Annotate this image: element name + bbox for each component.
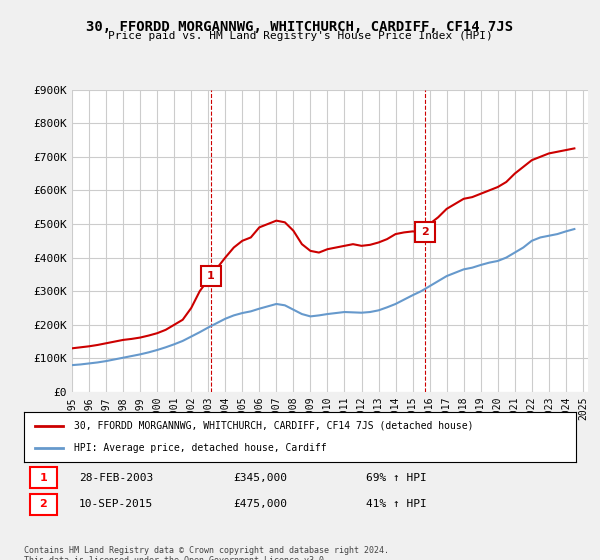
Text: 69% ↑ HPI: 69% ↑ HPI [366, 473, 427, 483]
Text: 2: 2 [40, 500, 47, 510]
Text: £475,000: £475,000 [234, 500, 288, 510]
Text: £345,000: £345,000 [234, 473, 288, 483]
FancyBboxPatch shape [29, 467, 57, 488]
Text: 10-SEP-2015: 10-SEP-2015 [79, 500, 154, 510]
Text: 2: 2 [421, 227, 428, 237]
Text: 30, FFORDD MORGANNWG, WHITCHURCH, CARDIFF, CF14 7JS (detached house): 30, FFORDD MORGANNWG, WHITCHURCH, CARDIF… [74, 421, 473, 431]
Text: 41% ↑ HPI: 41% ↑ HPI [366, 500, 427, 510]
Text: Price paid vs. HM Land Registry's House Price Index (HPI): Price paid vs. HM Land Registry's House … [107, 31, 493, 41]
Text: 30, FFORDD MORGANNWG, WHITCHURCH, CARDIFF, CF14 7JS: 30, FFORDD MORGANNWG, WHITCHURCH, CARDIF… [86, 20, 514, 34]
Text: HPI: Average price, detached house, Cardiff: HPI: Average price, detached house, Card… [74, 443, 326, 453]
Text: 1: 1 [40, 473, 47, 483]
FancyBboxPatch shape [29, 494, 57, 515]
Text: 28-FEB-2003: 28-FEB-2003 [79, 473, 154, 483]
Text: 1: 1 [207, 271, 215, 281]
Text: Contains HM Land Registry data © Crown copyright and database right 2024.
This d: Contains HM Land Registry data © Crown c… [24, 546, 389, 560]
